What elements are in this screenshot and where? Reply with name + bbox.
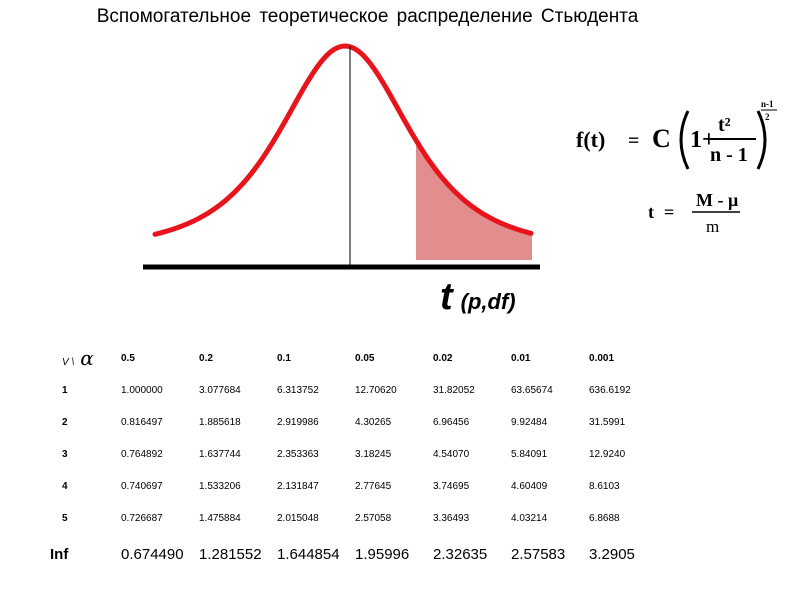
row-df: 5 [62, 512, 68, 524]
exponent-denominator: 2 [765, 112, 770, 122]
table-cell: 3.2905 [589, 545, 635, 563]
formula-numerator: t² [718, 114, 731, 136]
table-cell: 4.60409 [511, 480, 548, 492]
table-cell: 1.281552 [199, 545, 262, 563]
table-cell: 2.353363 [277, 448, 319, 460]
alpha-header: 0.2 [199, 352, 213, 364]
corner-label: V \ [62, 357, 75, 368]
row-df: 2 [62, 416, 68, 428]
table-row: 2 0.816497 1.885618 2.919986 4.30265 6.9… [50, 406, 667, 438]
table-cell: 6.8688 [589, 512, 620, 524]
alpha-header: 0.02 [433, 352, 453, 364]
t-formula-equals: = [664, 202, 674, 222]
table-cell: 4.03214 [511, 512, 548, 524]
table-cell: 31.82052 [433, 384, 475, 396]
formula-constant: C [652, 124, 671, 153]
table-row: 3 0.764892 1.637744 2.353363 3.18245 4.5… [50, 438, 667, 470]
table-row: 1 1.000000 3.077684 6.313752 12.70620 31… [50, 374, 667, 406]
table-cell: 4.30265 [355, 416, 392, 428]
alpha-header: 0.1 [277, 352, 291, 364]
t-statistic-formula: t = M - μ m [648, 190, 740, 236]
table-cell: 9.92484 [511, 416, 548, 428]
table-cell: 0.674490 [121, 545, 184, 563]
table-corner: V \ α [50, 342, 121, 374]
table-cell: 2.32635 [433, 545, 488, 563]
table-cell: 1.644854 [277, 545, 340, 563]
table-cell: 1.000000 [121, 384, 163, 396]
chart-title: Вспомогательное теоретическое распределе… [96, 6, 639, 27]
axis-label-subscript: (p,df) [460, 289, 516, 314]
axis-label: t (p,df) [440, 276, 516, 319]
table-row: 5 0.726687 1.475884 2.015048 2.57058 3.3… [50, 502, 667, 534]
alpha-header: 0.5 [121, 352, 135, 364]
alpha-header: 0.05 [355, 352, 375, 364]
row-df: Inf [50, 545, 69, 563]
t-formula-denominator: m [706, 217, 719, 236]
table-cell: 1.885618 [199, 416, 241, 428]
formula-equals: = [628, 130, 639, 152]
table-cell: 12.70620 [355, 384, 397, 396]
table-row: 4 0.740697 1.533206 2.131847 2.77645 3.7… [50, 470, 667, 502]
critical-values-table: V \ α 0.5 0.2 0.1 0.05 0.02 0.01 0.001 1 … [50, 342, 667, 568]
table-cell: 8.6103 [589, 480, 620, 492]
table-cell: 3.74695 [433, 480, 470, 492]
table-cell: 2.015048 [277, 512, 319, 524]
table-cell: 12.9240 [589, 448, 626, 460]
table-cell: 1.533206 [199, 480, 241, 492]
table-cell: 1.95996 [355, 545, 410, 563]
table-cell: 1.637744 [199, 448, 241, 460]
table-cell: 0.816497 [121, 416, 163, 428]
table-cell: 2.77645 [355, 480, 392, 492]
table-cell: 5.84091 [511, 448, 548, 460]
formula-lhs: f(t) [576, 127, 605, 152]
table-cell: 4.54070 [433, 448, 470, 460]
tail-area [416, 140, 532, 260]
table-cell: 2.131847 [277, 480, 319, 492]
alpha-header: 0.001 [589, 352, 615, 364]
t-formula-numerator: M - μ [696, 190, 738, 210]
axis-label-t: t [440, 276, 453, 318]
table-cell: 3.18245 [355, 448, 392, 460]
table-cell: 636.6192 [589, 384, 631, 396]
row-df: 4 [62, 480, 68, 492]
row-df: 3 [62, 448, 68, 460]
table-cell: 0.740697 [121, 480, 163, 492]
row-df: 1 [62, 384, 68, 396]
table-header-row: V \ α 0.5 0.2 0.1 0.05 0.02 0.01 0.001 [50, 342, 667, 374]
density-formula: f(t) = C 1+ t² n - 1 n-1 2 [576, 99, 777, 170]
table-cell: 0.764892 [121, 448, 163, 460]
t-formula-lhs: t [648, 202, 654, 222]
table-cell: 1.475884 [199, 512, 241, 524]
table-cell: 2.57583 [511, 545, 566, 563]
table-cell: 63.65674 [511, 384, 553, 396]
density-curve [152, 43, 534, 237]
left-paren [679, 110, 690, 170]
right-paren [756, 110, 767, 170]
formula-denominator: n - 1 [710, 144, 748, 166]
table-cell: 2.919986 [277, 416, 319, 428]
table-cell: 31.5991 [589, 416, 626, 428]
table-cell: 3.36493 [433, 512, 470, 524]
table-cell: 6.313752 [277, 384, 319, 396]
table-cell: 2.57058 [355, 512, 392, 524]
distribution-chart [143, 43, 540, 270]
table-cell: 6.96456 [433, 416, 470, 428]
table-cell: 0.726687 [121, 512, 163, 524]
exponent-numerator: n-1 [761, 99, 774, 109]
table-cell: 3.077684 [199, 384, 241, 396]
alpha-header: 0.01 [511, 352, 531, 364]
table-row-inf: Inf 0.674490 1.281552 1.644854 1.95996 2… [50, 534, 667, 568]
alpha-symbol: α [80, 346, 94, 370]
